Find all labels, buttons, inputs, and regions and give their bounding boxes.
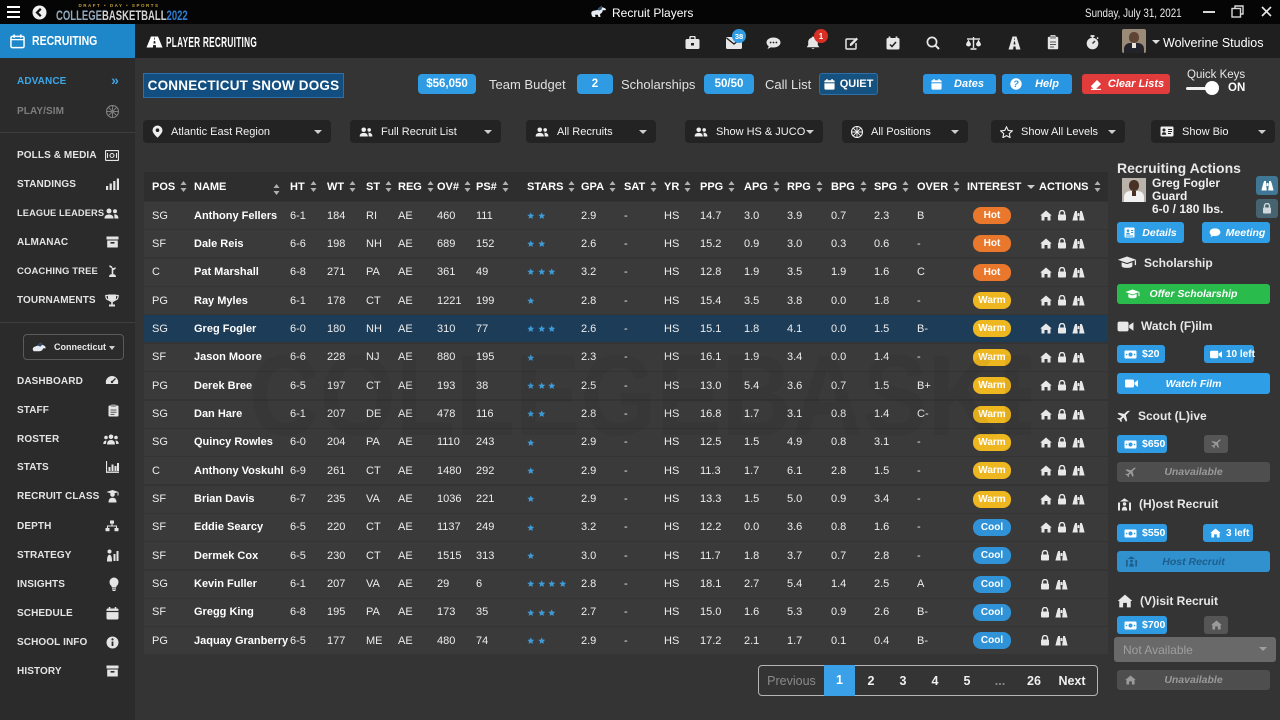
svg-text:?: ?	[1013, 79, 1019, 89]
